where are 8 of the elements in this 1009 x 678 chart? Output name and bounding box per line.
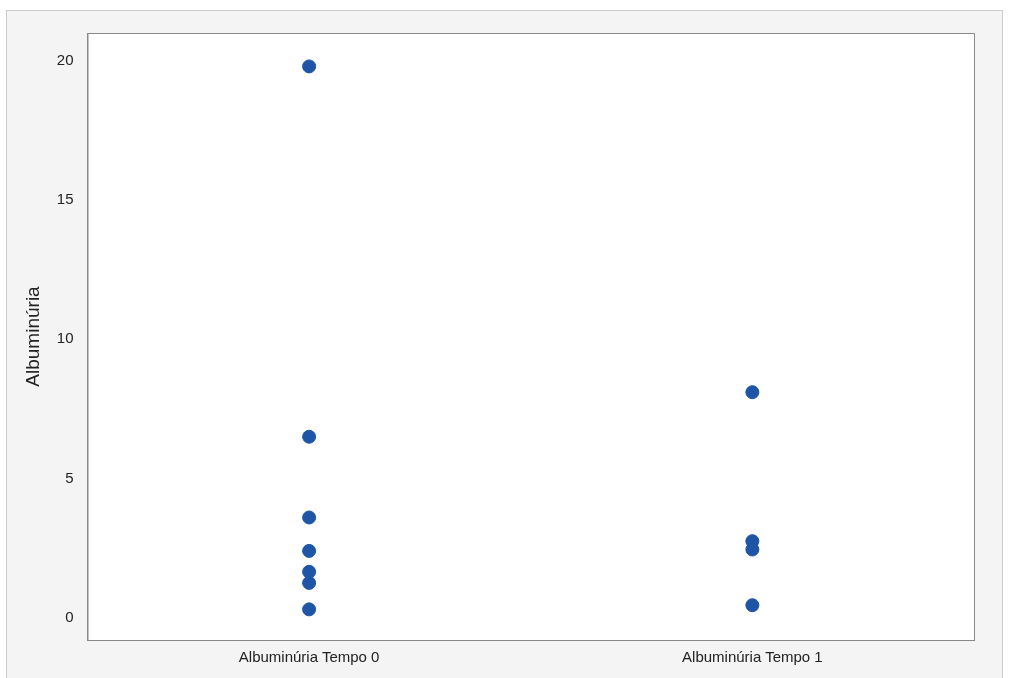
x-tick-label: Albuminúria Tempo 0 — [238, 648, 380, 666]
x-tick-label: Albuminúria Tempo 1 — [682, 648, 823, 666]
y-axis-title: Albuminúria — [21, 285, 43, 387]
y-tick-label: 15 — [56, 190, 74, 208]
y-tick-label: 0 — [65, 607, 74, 625]
y-tick-label: 10 — [56, 329, 74, 347]
y-tick-label: 20 — [56, 50, 74, 68]
y-tick-label: 5 — [65, 468, 74, 486]
